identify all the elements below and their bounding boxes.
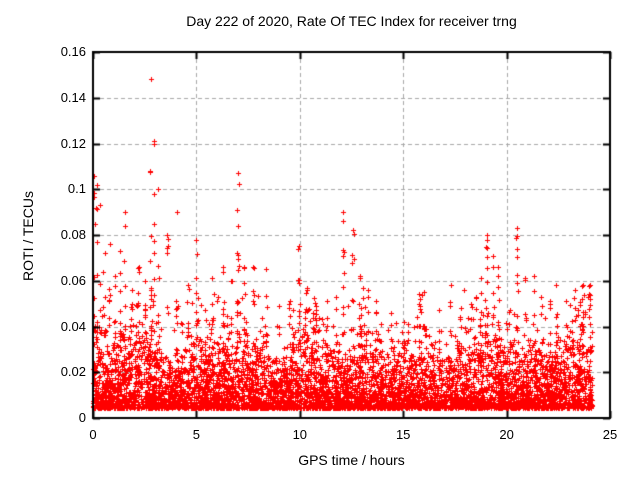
y-tick-label: 0.06 [60, 272, 86, 288]
chart-title: Day 222 of 2020, Rate Of TEC Index for r… [186, 13, 517, 29]
x-tick-label: 5 [192, 427, 200, 442]
y-tick-label: 0.08 [60, 227, 86, 242]
x-tick-label: 10 [292, 427, 308, 442]
y-tick-label: 0.12 [60, 135, 86, 151]
y-tick-label: 0.04 [60, 318, 86, 334]
y-tick-label: 0.16 [60, 44, 86, 59]
y-tick-label: 0.1 [67, 181, 86, 197]
x-axis-label: GPS time / hours [298, 452, 405, 468]
y-tick-label: 0.14 [60, 89, 86, 105]
x-tick-label: 20 [499, 427, 514, 442]
y-tick-label: 0 [78, 410, 86, 425]
x-tick-label: 0 [89, 427, 97, 442]
x-tick-label: 25 [602, 427, 618, 442]
x-tick-label: 15 [395, 427, 411, 442]
y-tick-label: 0.02 [60, 364, 86, 380]
